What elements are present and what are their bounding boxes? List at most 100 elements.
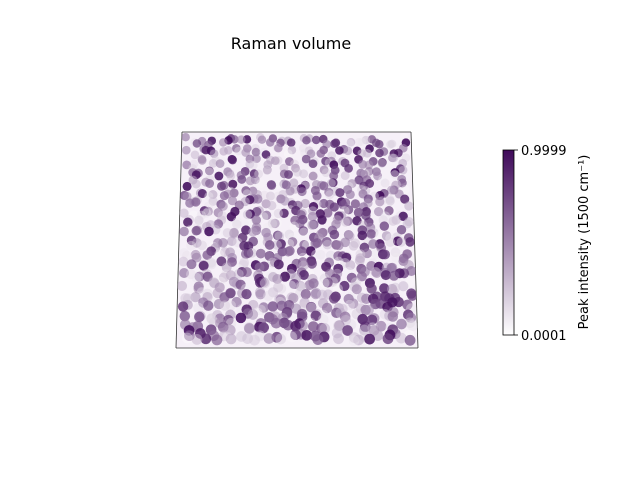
data-point [190,291,201,303]
data-point [193,302,204,313]
data-point [213,219,224,229]
data-point [211,334,223,346]
data-point [181,132,190,142]
data-point [382,333,394,345]
data-point [256,179,266,189]
data-point [301,329,313,341]
data-point [299,227,309,238]
data-point [201,208,212,218]
data-point [342,325,353,336]
data-point [301,154,311,164]
data-point [379,221,390,231]
data-point [272,273,283,285]
data-point [307,220,317,230]
data-point [189,210,199,220]
data-point [285,186,295,196]
data-point [352,216,362,226]
data-point [179,310,191,322]
data-point [285,280,297,291]
data-point [375,148,384,158]
data-point [361,135,371,145]
data-point [398,165,408,175]
data-point [321,302,333,314]
data-point [225,333,237,345]
data-point [343,205,354,215]
data-point [386,185,397,195]
data-point [312,334,324,345]
data-point [274,231,285,241]
data-point [263,333,275,344]
data-point [344,164,353,173]
data-point [232,217,243,227]
data-point [249,334,260,346]
data-point [209,149,219,158]
data-point [208,158,218,168]
data-point [217,181,226,191]
data-point [267,200,277,211]
data-point [348,298,359,309]
data-point [179,208,189,218]
data-point [405,237,415,247]
data-point [325,190,335,200]
data-point [348,240,359,251]
data-point [206,313,217,325]
data-point [357,230,368,241]
data-point [235,279,246,290]
data-point [297,187,307,197]
data-point [319,181,329,191]
data-point [275,333,286,345]
data-point [255,304,266,316]
data-point [405,312,417,324]
data-point [226,236,237,247]
data-point [181,332,193,344]
data-point [205,166,214,176]
data-point [225,300,236,311]
data-point [251,147,261,157]
data-point [298,269,309,281]
data-point [317,215,327,225]
data-point [179,268,190,278]
data-point [258,302,269,313]
data-point [242,333,253,344]
data-point [194,311,205,323]
data-point [191,238,202,248]
data-point [255,235,266,246]
data-point [279,208,289,218]
data-point [274,143,283,153]
data-point [332,283,343,294]
data-point [218,138,228,147]
data-point [395,332,407,344]
data-point [319,165,329,175]
data-point [270,218,280,229]
data-point [241,249,251,259]
data-point [245,209,255,219]
pane-edge-left [175,131,183,349]
data-point [359,324,370,336]
data-point [306,302,317,313]
data-point [388,270,400,281]
data-point [191,226,202,236]
data-point [221,262,232,273]
data-point [299,169,309,179]
data-point [182,160,192,170]
data-point [191,272,202,283]
data-point [335,188,345,198]
data-point [198,260,209,271]
data-point [366,283,377,294]
data-point [346,137,356,147]
data-point [239,257,250,268]
data-point [379,283,390,294]
data-point [345,139,355,148]
data-point [219,191,229,201]
data-point [390,247,401,258]
data-point [287,145,297,155]
data-point [380,211,391,221]
data-point [353,334,364,346]
data-point [321,168,331,178]
data-point [284,170,293,179]
data-point [264,240,275,250]
data-point [203,206,213,217]
data-point [232,144,241,153]
data-point [197,240,207,251]
data-point [252,154,261,164]
